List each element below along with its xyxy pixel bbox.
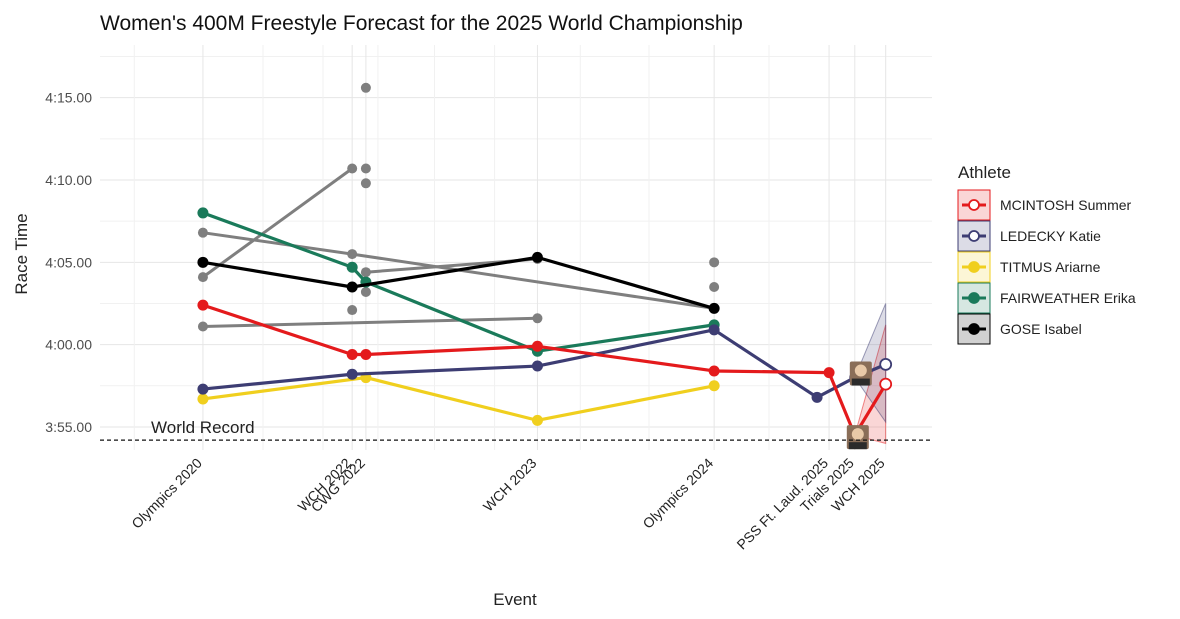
series-point: [346, 349, 358, 361]
series-point: [531, 340, 543, 352]
portrait-shoulders: [848, 442, 867, 450]
series-point: [708, 380, 720, 392]
series-point: [197, 299, 209, 311]
world-record-label: World Record: [151, 418, 255, 437]
y-tick-label: 4:00.00: [45, 337, 92, 353]
other-athlete-point: [197, 227, 208, 238]
legend-key-point: [968, 323, 980, 335]
legend-item-label: GOSE Isabel: [1000, 321, 1082, 337]
chart-title: Women's 400M Freestyle Forecast for the …: [100, 12, 743, 35]
athlete-photo-icon: [846, 425, 869, 450]
other-athlete-point: [360, 163, 371, 174]
plot-panel: 4:15.00 4:10.00 4:05.00 4:00.00 3:55.00 Olymp…: [45, 45, 932, 553]
athlete-photo-icon: [849, 361, 872, 386]
series-point: [811, 391, 823, 403]
series-point: [531, 251, 543, 263]
other-athlete-point: [347, 163, 358, 174]
series-point: [346, 368, 358, 380]
y-tick-label: 3:55.00: [45, 419, 92, 435]
legend-item-label: FAIRWEATHER Erika: [1000, 290, 1136, 306]
series-point: [346, 261, 358, 273]
portrait-face: [851, 428, 864, 441]
x-axis-title: Event: [493, 590, 537, 609]
series-point: [346, 281, 358, 293]
x-tick-label: WCH 2023: [480, 455, 540, 515]
other-athlete-point: [197, 272, 208, 283]
series-point: [197, 383, 209, 395]
forecast-point: [879, 357, 893, 371]
legend-key-point: [968, 261, 980, 273]
legend-key-point: [968, 199, 980, 211]
series-line: [202, 328, 856, 399]
legend-key-point: [968, 230, 980, 242]
y-tick-label: 4:05.00: [45, 254, 92, 270]
series-point: [197, 207, 209, 219]
other-athlete-point: [360, 286, 371, 297]
other-athlete-point: [347, 305, 358, 316]
other-athlete-point: [360, 178, 371, 189]
y-tick-label: 4:10.00: [45, 172, 92, 188]
legend-key-point: [968, 292, 980, 304]
series-point: [360, 349, 372, 361]
legend-item-label: LEDECKY Katie: [1000, 228, 1101, 244]
other-athlete-point: [709, 282, 720, 293]
series-point: [708, 365, 720, 377]
legend: Athlete MCINTOSH Summer LEDECKY Katie TITM…: [957, 163, 1136, 345]
portrait-shoulders: [851, 378, 870, 386]
legend-title: Athlete: [958, 163, 1011, 182]
other-athlete-point: [347, 249, 358, 260]
series-point: [197, 393, 209, 405]
x-tick-label: Olympics 2020: [128, 455, 205, 532]
portrait-face: [854, 364, 867, 377]
other-athlete-point: [360, 82, 371, 93]
other-athlete-line: [202, 167, 354, 279]
series-line: [202, 255, 715, 310]
y-tick-label: 4:15.00: [45, 90, 92, 106]
other-athlete-point: [360, 267, 371, 278]
forecast-point: [879, 377, 893, 391]
series-line: [202, 375, 715, 422]
series-point: [708, 324, 720, 336]
legend-item-label: TITMUS Ariarne: [1000, 259, 1101, 275]
other-athlete-point: [197, 321, 208, 332]
series-point: [708, 302, 720, 314]
series-point: [823, 367, 835, 379]
series-point: [531, 414, 543, 426]
legend-item-label: MCINTOSH Summer: [1000, 197, 1132, 213]
other-athlete-point: [532, 313, 543, 324]
y-axis-title: Race Time: [12, 213, 31, 294]
other-athlete-point: [709, 257, 720, 268]
series-point: [531, 360, 543, 372]
series-point: [197, 256, 209, 268]
x-tick-label: Olympics 2024: [639, 455, 716, 532]
